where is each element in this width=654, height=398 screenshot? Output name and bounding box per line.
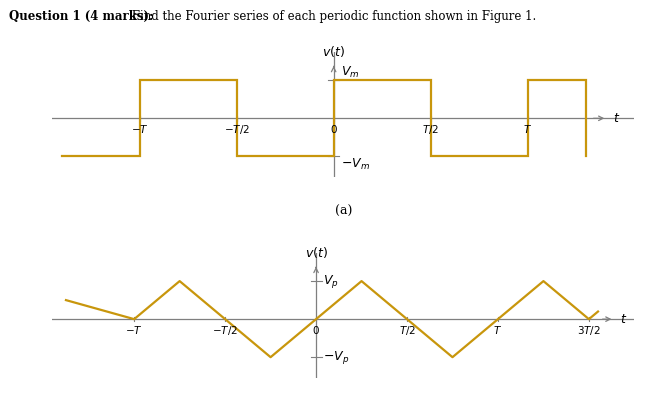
Text: $-V_p$: $-V_p$: [323, 349, 349, 366]
Text: $-T/2$: $-T/2$: [224, 123, 249, 136]
Text: $0$: $0$: [312, 324, 320, 336]
Text: $0$: $0$: [330, 123, 337, 135]
Text: $-T/2$: $-T/2$: [213, 324, 238, 337]
Text: Find the Fourier series of each periodic function shown in Figure 1.: Find the Fourier series of each periodic…: [128, 10, 536, 23]
Text: $-T$: $-T$: [126, 324, 143, 336]
Text: $T/2$: $T/2$: [398, 324, 415, 337]
Text: $T$: $T$: [523, 123, 532, 135]
Text: (a): (a): [335, 205, 352, 218]
Text: $V_p$: $V_p$: [323, 273, 339, 290]
Text: $3T/2$: $3T/2$: [577, 324, 601, 337]
Text: $T$: $T$: [494, 324, 502, 336]
Text: Question 1 (4 marks):: Question 1 (4 marks):: [9, 10, 153, 23]
Text: $v(t)$: $v(t)$: [322, 44, 345, 59]
Text: $-T$: $-T$: [131, 123, 148, 135]
Text: $t$: $t$: [620, 313, 627, 326]
Text: $V_m$: $V_m$: [341, 64, 360, 80]
Text: $v(t)$: $v(t)$: [305, 245, 328, 260]
Text: $T/2$: $T/2$: [422, 123, 439, 136]
Text: $-V_m$: $-V_m$: [341, 157, 370, 172]
Text: $t$: $t$: [613, 112, 621, 125]
